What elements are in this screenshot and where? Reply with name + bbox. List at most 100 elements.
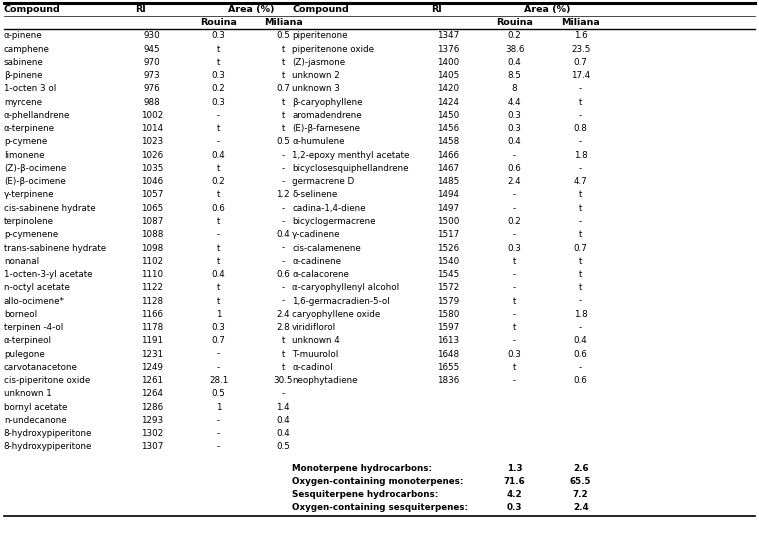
Text: 1.8: 1.8 <box>574 151 587 160</box>
Text: Oxygen-containing monoterpenes:: Oxygen-containing monoterpenes: <box>292 477 464 486</box>
Text: -: - <box>217 230 220 239</box>
Text: Sesquiterpene hydrocarbons:: Sesquiterpene hydrocarbons: <box>292 490 439 499</box>
Text: 1293: 1293 <box>140 416 163 425</box>
Text: bicyclogermacrene: bicyclogermacrene <box>292 217 376 226</box>
Text: 1264: 1264 <box>141 389 162 399</box>
Text: 1467: 1467 <box>436 164 459 173</box>
Text: 28.1: 28.1 <box>209 376 228 385</box>
Text: t: t <box>217 191 220 199</box>
Text: Oxygen-containing sesquiterpenes:: Oxygen-containing sesquiterpenes: <box>292 503 468 512</box>
Text: t: t <box>217 217 220 226</box>
Text: 0.4: 0.4 <box>508 58 521 67</box>
Text: 1302: 1302 <box>140 429 163 438</box>
Text: t: t <box>579 204 582 213</box>
Text: -: - <box>579 138 582 146</box>
Text: 973: 973 <box>143 71 160 80</box>
Text: 0.7: 0.7 <box>574 244 587 253</box>
Text: aromadendrene: aromadendrene <box>292 111 362 120</box>
Text: t: t <box>282 58 285 67</box>
Text: 0.6: 0.6 <box>508 164 521 173</box>
Text: 1046: 1046 <box>140 177 163 186</box>
Text: 1545: 1545 <box>436 270 459 279</box>
Text: -: - <box>513 376 516 385</box>
Text: t: t <box>282 71 285 80</box>
Text: germacrene D: germacrene D <box>292 177 354 186</box>
Text: 1035: 1035 <box>140 164 163 173</box>
Text: α-cadinene: α-cadinene <box>292 257 342 266</box>
Text: t: t <box>217 296 220 306</box>
Text: 1466: 1466 <box>437 151 458 160</box>
Text: t: t <box>282 45 285 53</box>
Text: -: - <box>282 389 285 399</box>
Text: 976: 976 <box>143 84 160 93</box>
Text: 0.5: 0.5 <box>276 442 290 451</box>
Text: 0.7: 0.7 <box>276 84 290 93</box>
Text: 1.4: 1.4 <box>276 403 290 411</box>
Text: borneol: borneol <box>4 310 37 319</box>
Text: 1424: 1424 <box>437 98 458 107</box>
Text: 988: 988 <box>143 98 160 107</box>
Text: -: - <box>217 349 220 359</box>
Text: -: - <box>579 217 582 226</box>
Text: terpinolene: terpinolene <box>4 217 54 226</box>
Text: 1128: 1128 <box>140 296 163 306</box>
Text: carvotanacetone: carvotanacetone <box>4 363 77 372</box>
Text: camphene: camphene <box>4 45 49 53</box>
Text: 71.6: 71.6 <box>504 477 525 486</box>
Text: 1400: 1400 <box>436 58 459 67</box>
Text: 1,2-epoxy menthyl acetate: 1,2-epoxy menthyl acetate <box>292 151 410 160</box>
Text: Miliana: Miliana <box>561 18 600 27</box>
Text: limonene: limonene <box>4 151 44 160</box>
Text: caryophyllene oxide: caryophyllene oxide <box>292 310 380 319</box>
Text: viridiflorol: viridiflorol <box>292 323 336 332</box>
Text: 1450: 1450 <box>436 111 459 120</box>
Text: 0.3: 0.3 <box>508 124 521 133</box>
Text: α-pinene: α-pinene <box>4 31 43 40</box>
Text: 23.5: 23.5 <box>571 45 591 53</box>
Text: terpinen -4-ol: terpinen -4-ol <box>4 323 63 332</box>
Text: piperitenone oxide: piperitenone oxide <box>292 45 374 53</box>
Text: 1: 1 <box>216 310 222 319</box>
Text: t: t <box>579 284 582 292</box>
Text: 1102: 1102 <box>140 257 163 266</box>
Text: 1166: 1166 <box>141 310 162 319</box>
Text: -: - <box>282 217 285 226</box>
Text: -: - <box>217 416 220 425</box>
Text: 0.4: 0.4 <box>276 230 290 239</box>
Text: -: - <box>513 230 516 239</box>
Text: 1526: 1526 <box>436 244 459 253</box>
Text: unknown 3: unknown 3 <box>292 84 340 93</box>
Text: piperitenone: piperitenone <box>292 31 348 40</box>
Text: 1420: 1420 <box>436 84 459 93</box>
Text: 30.5: 30.5 <box>273 376 293 385</box>
Text: pulegone: pulegone <box>4 349 45 359</box>
Text: 0.6: 0.6 <box>574 349 587 359</box>
Text: 1572: 1572 <box>436 284 459 292</box>
Text: 1.6: 1.6 <box>574 31 587 40</box>
Text: β-pinene: β-pinene <box>4 71 43 80</box>
Text: n-undecanone: n-undecanone <box>4 416 67 425</box>
Text: 2.4: 2.4 <box>573 503 588 512</box>
Text: 1002: 1002 <box>140 111 163 120</box>
Text: -: - <box>579 296 582 306</box>
Text: α-caryophyllenyl alcohol: α-caryophyllenyl alcohol <box>292 284 399 292</box>
Text: -: - <box>282 164 285 173</box>
Text: 65.5: 65.5 <box>570 477 591 486</box>
Text: 0.8: 0.8 <box>574 124 587 133</box>
Text: 1485: 1485 <box>436 177 459 186</box>
Text: 1122: 1122 <box>141 284 162 292</box>
Text: unknown 4: unknown 4 <box>292 336 340 346</box>
Text: 2.4: 2.4 <box>276 310 290 319</box>
Text: cis-piperitone oxide: cis-piperitone oxide <box>4 376 90 385</box>
Text: bicyclosesquiphellandrene: bicyclosesquiphellandrene <box>292 164 408 173</box>
Text: 2.4: 2.4 <box>508 177 521 186</box>
Text: t: t <box>217 45 220 53</box>
Text: α-cadinol: α-cadinol <box>292 363 333 372</box>
Text: α-terpineol: α-terpineol <box>4 336 52 346</box>
Text: 0.2: 0.2 <box>508 31 521 40</box>
Text: 4.4: 4.4 <box>508 98 521 107</box>
Text: 1098: 1098 <box>140 244 163 253</box>
Text: 1579: 1579 <box>436 296 459 306</box>
Text: 0.3: 0.3 <box>212 98 225 107</box>
Text: 1023: 1023 <box>140 138 163 146</box>
